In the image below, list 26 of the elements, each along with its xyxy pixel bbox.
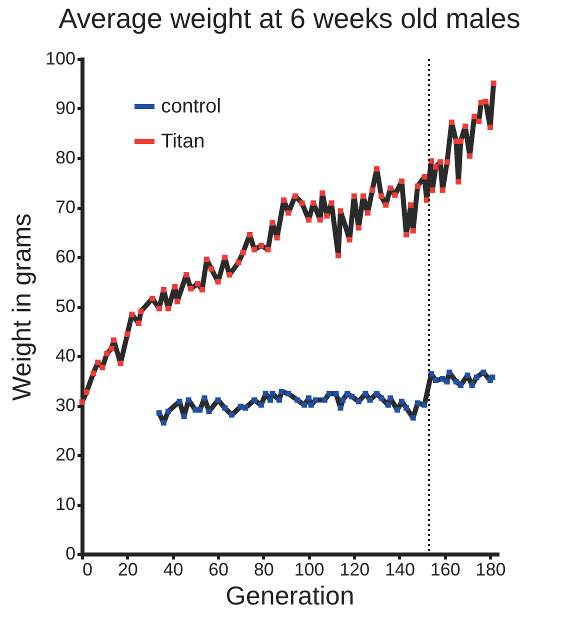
y-tick-label: 70 [55,197,76,217]
x-tick-label: 20 [118,560,138,580]
y-tick-label: 40 [55,346,76,366]
y-tick-label: 50 [55,296,76,316]
x-tick-label: 100 [294,560,324,580]
x-tick-label: 180 [476,560,506,580]
y-tick-label: 0 [65,544,76,564]
x-tick-label: 160 [430,560,460,580]
chart-title: Average weight at 6 weeks old males [58,3,520,34]
y-tick-label: 60 [55,246,76,266]
y-tick-label: 100 [45,48,76,68]
legend-label: control [161,96,222,118]
y-tick-label: 90 [55,98,76,118]
x-tick-label: 140 [384,560,416,580]
x-tick-label: 120 [340,560,370,580]
x-tick-label: 60 [208,560,229,580]
x-tick-label: 40 [163,560,184,580]
y-tick-label: 20 [55,444,76,464]
y-tick-label: 30 [55,395,76,415]
x-tick-label: 0 [82,560,93,580]
legend-label: Titan [161,130,205,152]
y-axis-title: Weight in grams [6,213,36,401]
x-axis-title: Generation [226,580,354,610]
y-tick-label: 80 [55,148,76,168]
x-tick-label: 80 [254,560,274,580]
y-tick-label: 10 [55,494,76,514]
